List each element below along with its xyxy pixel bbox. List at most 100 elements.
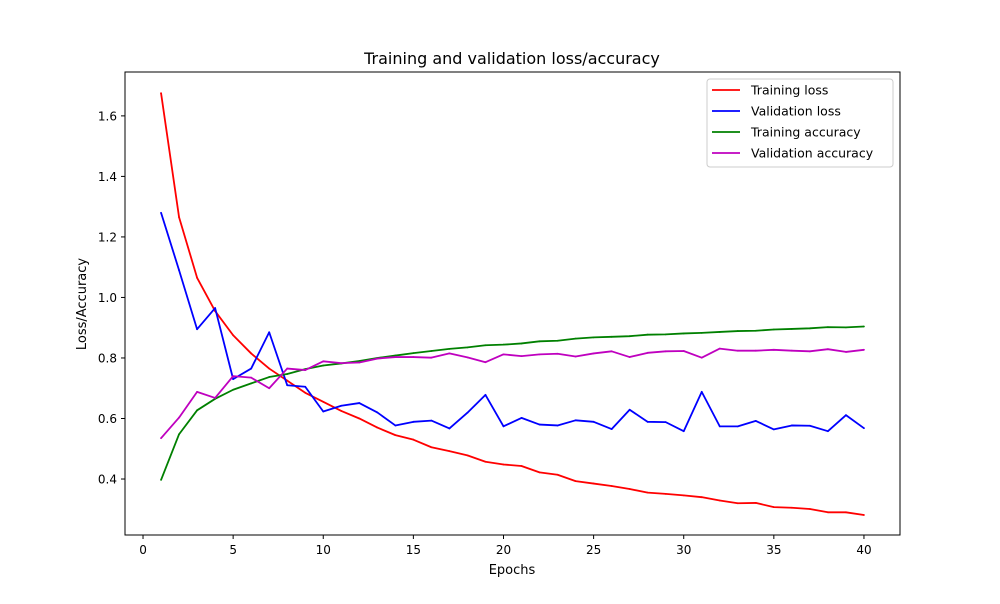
data-point-validation-accuracy — [304, 369, 307, 371]
data-point-validation-accuracy — [178, 416, 180, 419]
data-point-validation-loss — [538, 423, 541, 426]
data-point-training-loss — [520, 465, 523, 467]
data-point-training-accuracy — [700, 331, 703, 334]
data-point-training-loss — [772, 506, 775, 509]
data-point-validation-loss — [304, 385, 307, 388]
legend-label: Training accuracy — [750, 125, 861, 140]
x-tick-label: 15 — [406, 543, 421, 557]
data-point-validation-loss — [628, 408, 631, 411]
data-point-training-loss — [718, 499, 721, 502]
data-point-training-loss — [322, 400, 325, 403]
series-line-validation-loss — [160, 212, 865, 433]
data-point-training-loss — [160, 92, 162, 95]
data-point-training-loss — [827, 511, 829, 514]
data-point-validation-loss — [178, 269, 180, 272]
data-point-training-accuracy — [682, 332, 685, 335]
data-point-training-accuracy — [845, 326, 847, 329]
data-point-training-loss — [484, 460, 487, 463]
data-point-training-accuracy — [790, 328, 793, 330]
data-point-training-loss — [646, 491, 649, 494]
data-point-validation-accuracy — [250, 376, 253, 379]
legend-box — [706, 78, 894, 168]
data-point-validation-accuracy — [628, 356, 631, 358]
data-point-validation-loss — [863, 427, 865, 430]
data-point-validation-loss — [484, 393, 487, 396]
data-point-validation-accuracy — [845, 351, 847, 353]
data-point-validation-loss — [250, 367, 253, 370]
data-point-validation-loss — [466, 411, 469, 414]
data-point-training-accuracy — [502, 343, 505, 346]
legend: Training loss Validation loss Training acc… — [706, 78, 894, 168]
legend-label: Training loss — [750, 83, 828, 98]
x-tick-label: 5 — [229, 543, 237, 557]
data-point-training-accuracy — [610, 335, 613, 338]
data-point-validation-accuracy — [358, 361, 361, 364]
data-point-validation-loss — [520, 416, 523, 419]
data-point-validation-loss — [394, 424, 397, 427]
data-point-training-loss — [268, 367, 271, 370]
data-point-validation-accuracy — [502, 353, 505, 356]
data-point-training-loss — [610, 485, 613, 487]
x-tick-label: 0 — [139, 543, 147, 557]
data-point-training-accuracy — [178, 433, 180, 436]
series-validation-accuracy — [160, 347, 865, 440]
data-point-validation-loss — [808, 424, 811, 427]
data-point-validation-accuracy — [232, 375, 235, 378]
data-point-training-accuracy — [754, 329, 757, 332]
data-point-training-loss — [232, 334, 235, 337]
x-tick-label: 10 — [316, 543, 331, 557]
data-point-validation-accuracy — [322, 360, 325, 363]
y-tick-label: 0.6 — [98, 412, 117, 426]
data-point-training-loss — [863, 514, 865, 516]
data-point-training-accuracy — [484, 344, 487, 347]
data-point-training-accuracy — [448, 347, 451, 350]
data-point-training-accuracy — [250, 382, 253, 385]
data-point-training-loss — [502, 463, 505, 466]
data-point-training-accuracy — [736, 330, 739, 332]
legend-entry: Training accuracy — [712, 125, 861, 140]
data-point-validation-loss — [358, 402, 361, 404]
data-point-validation-loss — [646, 420, 649, 423]
data-point-validation-accuracy — [484, 361, 487, 364]
data-point-validation-accuracy — [736, 349, 739, 352]
data-point-training-accuracy — [646, 333, 649, 336]
data-point-validation-loss — [664, 421, 667, 424]
plot-area-frame — [124, 71, 901, 536]
data-point-training-loss — [754, 502, 757, 504]
data-point-validation-accuracy — [827, 348, 829, 351]
data-point-validation-loss — [592, 420, 595, 423]
data-point-training-accuracy — [808, 327, 811, 330]
data-point-validation-accuracy — [790, 349, 793, 352]
data-point-validation-accuracy — [646, 351, 649, 354]
data-point-training-loss — [574, 480, 577, 483]
data-point-validation-accuracy — [466, 356, 469, 359]
data-point-validation-loss — [700, 390, 703, 393]
data-point-training-loss — [808, 508, 811, 510]
data-point-training-loss — [250, 352, 253, 355]
data-point-validation-loss — [286, 384, 289, 387]
data-point-training-loss — [790, 506, 793, 509]
chart-title: Training and validation loss/accuracy — [363, 49, 660, 68]
data-point-validation-loss — [682, 430, 685, 433]
data-point-training-loss — [304, 391, 307, 394]
data-point-training-loss — [448, 450, 451, 453]
data-point-training-loss — [845, 511, 847, 514]
data-point-validation-accuracy — [268, 387, 271, 390]
data-point-training-loss — [664, 492, 667, 495]
data-point-validation-accuracy — [808, 350, 811, 353]
data-point-validation-accuracy — [592, 352, 595, 355]
y-tick-label: 1.4 — [98, 170, 117, 184]
data-point-training-loss — [178, 216, 180, 219]
data-point-validation-loss — [412, 420, 415, 423]
legend-entry: Validation loss — [712, 104, 841, 119]
data-point-validation-accuracy — [700, 356, 703, 359]
series-line-training-accuracy — [160, 325, 864, 481]
legend-label: Validation accuracy — [751, 146, 874, 161]
data-point-validation-loss — [232, 378, 235, 381]
data-point-training-loss — [700, 496, 703, 499]
data-point-validation-accuracy — [412, 356, 415, 358]
data-point-training-accuracy — [286, 373, 289, 375]
data-point-training-accuracy — [322, 364, 325, 367]
data-point-validation-loss — [772, 428, 775, 431]
